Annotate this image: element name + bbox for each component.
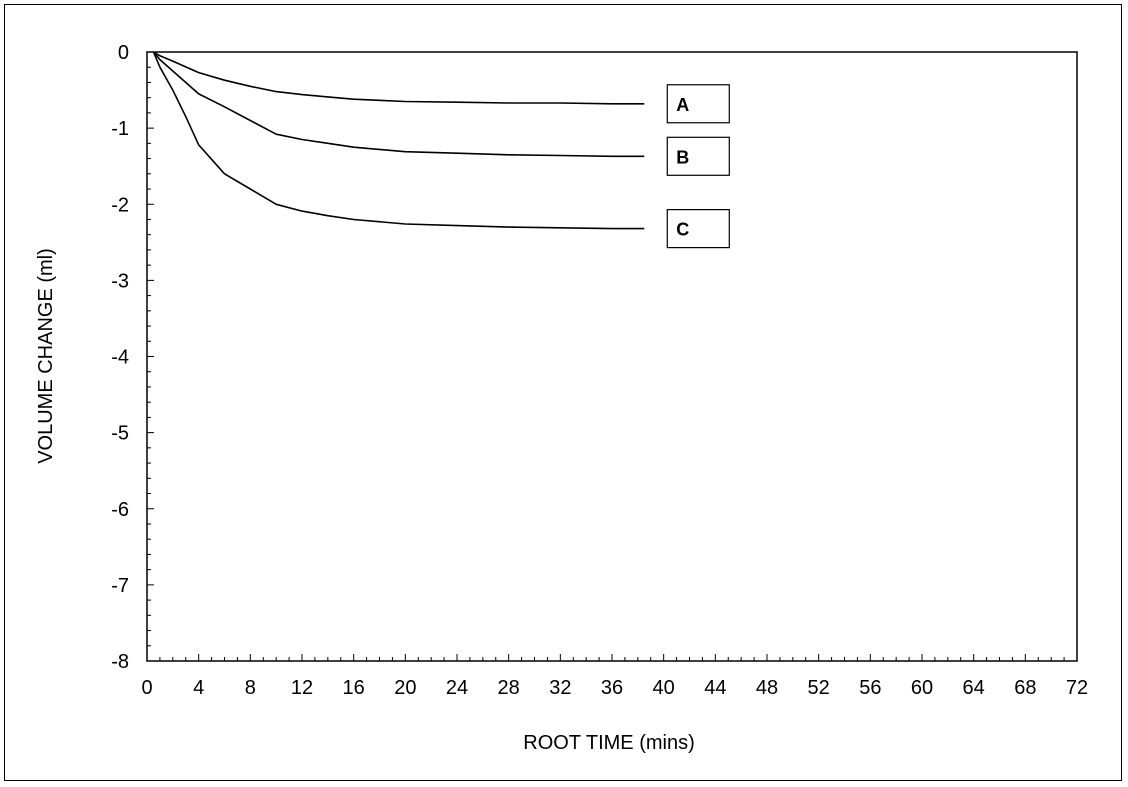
chart-frame (4, 4, 1122, 781)
x-tick-label: 4 (193, 677, 204, 699)
plot-area (146, 51, 1078, 662)
x-tick-label: 36 (601, 677, 623, 699)
x-tick-label: 72 (1066, 677, 1088, 699)
series-label-box (666, 136, 730, 176)
x-tick-label: 28 (498, 677, 520, 699)
x-tick-label: 8 (245, 677, 256, 699)
series-label-box (666, 209, 730, 249)
x-tick-label: 40 (653, 677, 675, 699)
series-label-c: C (676, 220, 689, 240)
series-label-b: B (676, 147, 689, 167)
y-tick-label: -7 (111, 575, 129, 597)
y-axis-title: VOLUME CHANGE (ml) (35, 248, 57, 464)
x-tick-label: 56 (859, 677, 881, 699)
series-line-c (152, 51, 645, 230)
series-label-a: A (676, 95, 689, 115)
y-tick-label: -5 (111, 423, 129, 445)
series-line-b (152, 51, 645, 158)
x-tick-label: 0 (141, 677, 152, 699)
y-tick-label: -2 (111, 194, 129, 216)
x-tick-label: 24 (446, 677, 468, 699)
x-tick-label: 60 (911, 677, 933, 699)
x-tick-label: 68 (1014, 677, 1036, 699)
y-tick-label: -1 (111, 118, 129, 140)
x-tick-label: 16 (343, 677, 365, 699)
x-tick-label: 12 (291, 677, 313, 699)
x-tick-label: 64 (963, 677, 985, 699)
series-label-box (666, 84, 730, 124)
y-tick-label: -8 (111, 651, 129, 673)
x-tick-label: 44 (704, 677, 726, 699)
y-tick-label: -4 (111, 347, 129, 369)
x-tick-label: 48 (756, 677, 778, 699)
y-tick-label: 0 (118, 42, 129, 64)
y-tick-label: -3 (111, 270, 129, 292)
x-axis-title: ROOT TIME (mins) (523, 732, 694, 754)
series-line-a (153, 51, 645, 105)
y-tick-label: -6 (111, 499, 129, 521)
x-tick-label: 20 (394, 677, 416, 699)
x-tick-label: 32 (549, 677, 571, 699)
x-tick-label: 52 (808, 677, 830, 699)
